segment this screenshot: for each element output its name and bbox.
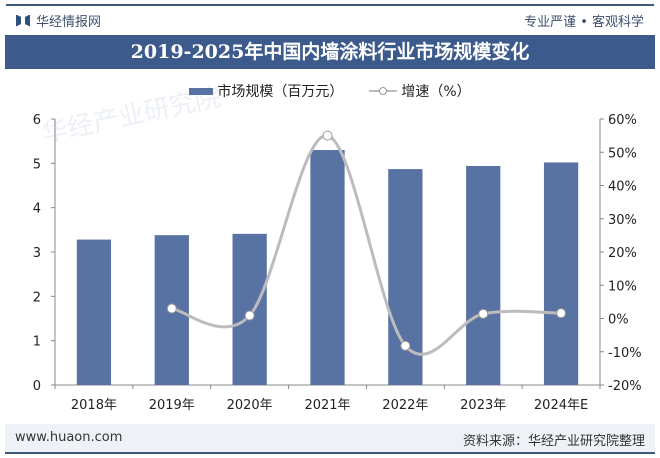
right-tick-label: 60% — [608, 113, 637, 128]
right-tick-label: 30% — [608, 213, 637, 228]
line-marker-icon — [369, 87, 398, 95]
bar-2020年 — [232, 233, 267, 385]
left-tick-label: 5 — [33, 157, 41, 172]
right-tick-label: 40% — [608, 180, 637, 195]
x-tick-label: 2019年 — [149, 398, 195, 413]
legend-label: 市场规模（百万元） — [217, 84, 344, 100]
bar-swatch-icon — [189, 87, 214, 95]
left-tick-label: 6 — [33, 113, 41, 128]
top-border — [6, 4, 654, 6]
x-tick-label: 2020年 — [227, 398, 273, 413]
legend-label: 增速（%） — [401, 84, 471, 100]
brand-logo-icon — [16, 14, 30, 28]
chart-title: 2019-2025年中国内墙涂料行业市场规模变化 — [5, 35, 655, 69]
right-tick-label: -20% — [608, 379, 642, 394]
right-tick-label: 50% — [608, 146, 637, 161]
growth-point — [244, 310, 255, 321]
right-tick-label: 10% — [608, 279, 637, 294]
growth-point — [556, 308, 567, 319]
bar-2018年 — [76, 239, 112, 385]
right-tick-label: 20% — [608, 246, 637, 261]
left-tick-label: 1 — [33, 335, 41, 350]
source-note: 资料来源：华经产业研究院整理 — [462, 434, 645, 449]
website[interactable]: www.huaon.com — [15, 430, 123, 445]
bar-2023年 — [466, 165, 501, 385]
growth-line — [171, 134, 562, 356]
slogan: 专业严谨 • 客观科学 — [524, 15, 644, 30]
brand-name: 华经情报网 — [36, 15, 102, 30]
bar-2024年E — [543, 162, 579, 385]
legend-item-line: 增速（%） — [369, 81, 471, 101]
chart-plot: 0 1 2 3 4 5 6 -20% -10% 0% 10% 20% 30% 40% 50% 60% 2018年… — [33, 113, 642, 413]
growth-point — [166, 303, 177, 314]
growth-point — [322, 130, 333, 141]
left-tick-label: 3 — [33, 246, 41, 261]
bottom-border — [5, 452, 655, 454]
footer: www.huaon.com 资料来源：华经产业研究院整理 — [5, 424, 655, 452]
left-tick-label: 0 — [33, 379, 41, 394]
growth-point — [478, 308, 489, 319]
legend-item-bar: 市场规模（百万元） — [189, 81, 343, 101]
legend: 市场规模（百万元） 增速（%） — [0, 81, 660, 101]
brand: 华经情报网 — [16, 11, 101, 30]
right-tick-label: -10% — [608, 346, 642, 361]
left-tick-label: 2 — [33, 290, 41, 305]
right-tick-label: 0% — [608, 313, 629, 328]
bar-2021年 — [310, 150, 345, 385]
left-tick-label: 4 — [33, 202, 41, 217]
x-tick-label: 2023年 — [460, 398, 506, 413]
x-tick-label: 2018年 — [71, 398, 117, 413]
x-tick-label: 2021年 — [304, 398, 350, 413]
growth-point — [400, 340, 411, 351]
x-tick-label: 2024年E — [534, 398, 588, 413]
x-tick-label: 2022年 — [382, 398, 428, 413]
